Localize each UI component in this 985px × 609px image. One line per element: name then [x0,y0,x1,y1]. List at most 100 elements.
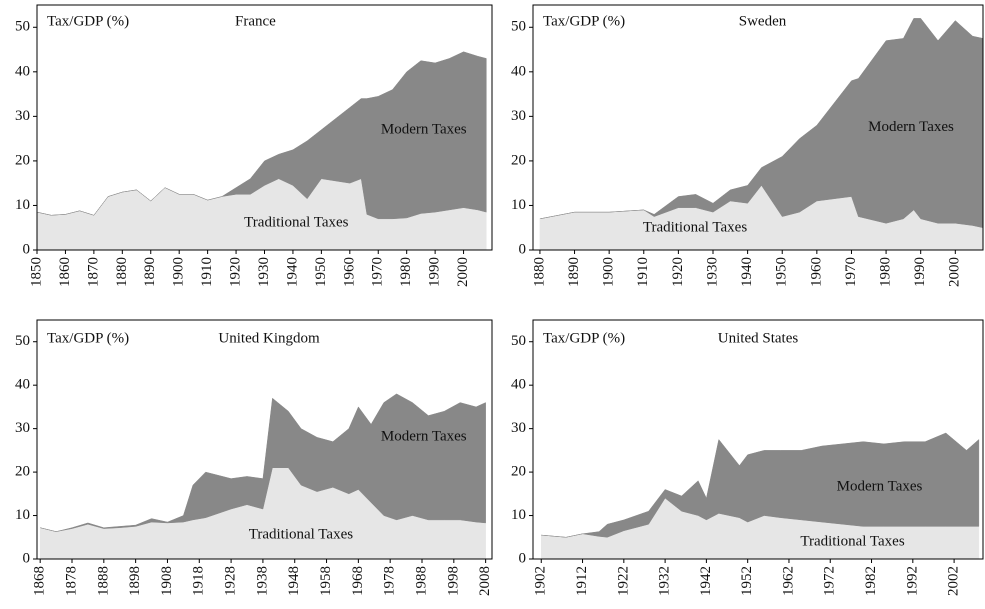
x-tick-label: 1868 [32,566,48,596]
y-tick-label: 0 [519,550,527,566]
x-tick-label: 1950 [313,257,329,287]
x-tick-label: 1962 [780,566,796,596]
series-label: Traditional Taxes [643,219,748,235]
x-tick-label: 1880 [114,257,130,287]
y-tick-label: 30 [15,108,30,124]
x-tick-label: 2002 [946,566,962,596]
x-tick-label: 2000 [947,257,963,287]
x-tick-label: 1930 [256,257,272,287]
x-tick-label: 1860 [57,257,73,287]
y-tick-label: 40 [511,63,526,79]
x-tick-label: 1980 [398,257,414,287]
x-tick-label: 1958 [318,566,334,596]
plot-frame [532,4,984,251]
series-label: Traditional Taxes [800,534,905,550]
x-tick-label: 1920 [670,257,686,287]
x-tick-label: 1990 [427,257,443,287]
panel-title: United Kingdom [218,331,320,347]
x-tick-label: 1888 [95,566,111,596]
x-tick-label: 1898 [127,566,143,596]
x-tick-label: 1970 [370,257,386,287]
y-tick-label: 50 [511,19,526,35]
x-tick-label: 1988 [413,566,429,596]
y-tick-label: 10 [15,197,30,213]
x-tick-label: 1878 [63,566,79,596]
x-tick-label: 1912 [574,566,590,596]
series-label: Modern Taxes [868,119,954,135]
x-tick-label: 1990 [912,257,928,287]
x-tick-label: 1908 [159,566,175,596]
y-axis-label: Tax/GDP (%) [543,331,625,347]
area [40,393,486,532]
x-tick-label: 1980 [878,257,894,287]
x-tick-label: 1960 [341,257,357,287]
y-tick-label: 0 [23,241,31,257]
y-tick-label: 40 [15,63,30,79]
y-tick-label: 20 [511,464,526,480]
x-tick-label: 1902 [533,566,549,596]
x-tick-label: 1998 [445,566,461,596]
x-tick-label: 1968 [350,566,366,596]
y-tick-label: 10 [511,507,526,523]
y-tick-label: 20 [15,464,30,480]
x-tick-label: 1870 [85,257,101,287]
x-tick-label: 1932 [657,566,673,596]
y-axis-label: Tax/GDP (%) [543,14,625,30]
x-tick-label: 1890 [566,257,582,287]
x-tick-label: 1928 [223,566,239,596]
x-tick-label: 1910 [199,257,215,287]
x-tick-label: 1972 [822,566,838,596]
x-tick-label: 1880 [531,257,547,287]
y-tick-label: 30 [511,420,526,436]
x-tick-label: 1910 [635,257,651,287]
panel-title: Sweden [739,14,787,30]
y-tick-label: 30 [511,108,526,124]
x-tick-label: 1900 [601,257,617,287]
x-tick-label: 1982 [863,566,879,596]
y-tick-label: 50 [511,333,526,349]
x-tick-label: 1960 [808,257,824,287]
x-tick-label: 2008 [477,566,493,596]
y-tick-label: 10 [511,197,526,213]
x-tick-label: 1900 [171,257,187,287]
y-tick-label: 40 [511,377,526,393]
x-tick-label: 1890 [142,257,158,287]
x-tick-label: 1948 [286,566,302,596]
y-tick-label: 50 [15,19,30,35]
y-axis-label: Tax/GDP (%) [47,14,129,30]
panel-title: France [235,14,276,30]
y-tick-label: 30 [15,420,30,436]
x-tick-label: 1942 [698,566,714,596]
x-tick-label: 1940 [284,257,300,287]
x-tick-label: 1930 [704,257,720,287]
plot-frame [532,319,984,560]
y-tick-label: 50 [15,333,30,349]
y-tick-label: 10 [15,507,30,523]
x-tick-label: 1992 [904,566,920,596]
y-tick-label: 20 [15,152,30,168]
x-tick-label: 1940 [739,257,755,287]
x-tick-label: 1920 [228,257,244,287]
y-tick-label: 40 [15,377,30,393]
panel-title: United States [718,331,799,347]
y-axis-label: Tax/GDP (%) [47,331,129,347]
y-tick-label: 0 [23,550,31,566]
x-tick-label: 1918 [191,566,207,596]
x-tick-label: 1850 [28,257,44,287]
x-tick-label: 1978 [382,566,398,596]
x-tick-label: 1938 [254,566,270,596]
series-label: Modern Taxes [837,479,923,495]
x-tick-label: 1970 [843,257,859,287]
series-label: Traditional Taxes [244,214,349,230]
area [541,432,980,538]
series-label: Modern Taxes [381,121,467,137]
y-tick-label: 20 [511,152,526,168]
x-tick-label: 1952 [739,566,755,596]
x-tick-label: 1950 [774,257,790,287]
y-tick-label: 0 [519,241,527,257]
series-label: Modern Taxes [381,429,467,445]
series-label: Traditional Taxes [249,527,354,543]
area [36,51,487,220]
